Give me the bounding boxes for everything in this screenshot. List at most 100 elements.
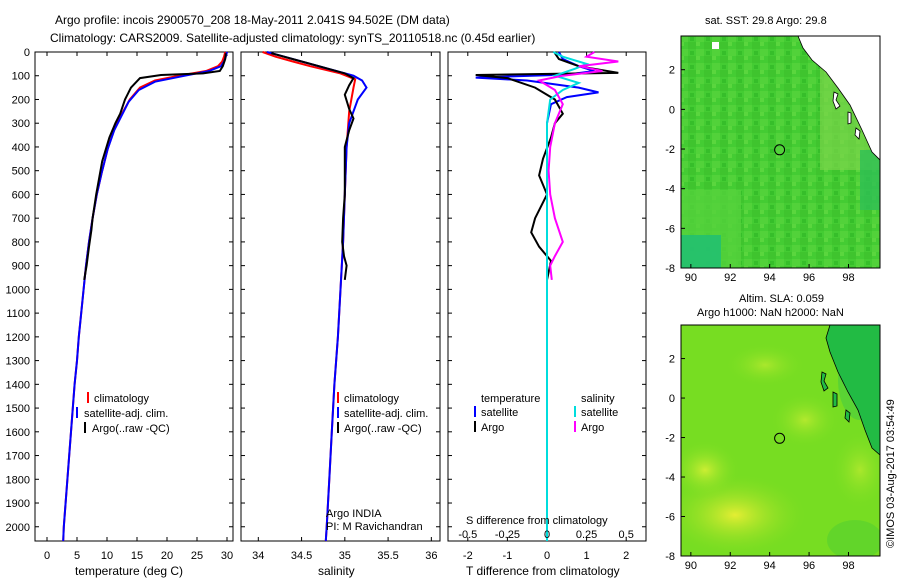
sst-map-title: sat. SST: 29.8 Argo: 29.8: [705, 15, 827, 27]
legend-label-sal-argo: Argo: [581, 422, 604, 434]
depth-tick-label: 400: [12, 142, 30, 154]
map-x-tick-label: 96: [803, 560, 815, 572]
x-tick-label: 1: [584, 550, 590, 562]
sst-map-ticks: 90 92 94 96 98 2 0 -2 -4 -6 -8: [665, 65, 854, 284]
argo-pi-label: PI: M Ravichandran: [326, 521, 423, 533]
x-tick-label: 36: [425, 550, 437, 562]
top-tick-label: 0.5: [619, 529, 634, 541]
map-y-tick-label: -4: [665, 184, 675, 196]
map-y-tick-label: 2: [669, 354, 675, 366]
series-line-satellite-adj-clim-: [62, 51, 228, 542]
depth-tick-label: 0: [24, 47, 30, 59]
depth-tick-label: 1400: [6, 379, 30, 391]
map-y-tick-label: -8: [665, 551, 675, 563]
top-tick-label: -0.5: [458, 529, 477, 541]
top-tick-label: 0: [544, 529, 550, 541]
legend-label-sal-satellite: satellite: [581, 407, 618, 419]
depth-tick-label: 800: [12, 237, 30, 249]
map-y-tick-label: 2: [669, 65, 675, 77]
map-x-tick-label: 90: [685, 272, 697, 284]
depth-tick-label: 100: [12, 71, 30, 83]
sst-argo-location-marker: [774, 144, 786, 156]
depth-tick-label: 600: [12, 189, 30, 201]
map-x-tick-label: 92: [724, 560, 736, 572]
difference-top-xlabel: S difference from climatology: [466, 515, 608, 527]
salinity-panel: 34 34.5 35 35.5 36 salinity climatology sate…: [240, 51, 441, 578]
map-x-tick-label: 90: [685, 560, 697, 572]
depth-tick-label: 300: [12, 118, 30, 130]
legend-title-salinity: salinity: [581, 393, 615, 405]
x-tick-label: 35: [339, 550, 351, 562]
depth-tick-label: 900: [12, 261, 30, 273]
temperature-xlabel: temperature (deg C): [75, 564, 183, 578]
difference-legend-temperature: temperature satellite Argo: [474, 393, 540, 434]
sla-map-title: Altim. SLA: 0.059: [739, 293, 824, 305]
x-tick-label: 34: [252, 550, 264, 562]
salinity-ticks: 34 34.5 35 35.5 36: [241, 51, 440, 562]
difference-panel: -2 -1 0 1 2 S difference from climatology -0…: [447, 51, 647, 578]
map-y-tick-label: 0: [669, 393, 675, 405]
legend-label-temp-satellite: satellite: [481, 407, 518, 419]
legend-label-temp-argo: Argo: [481, 422, 504, 434]
header-line-2: Climatology: CARS2009. Satellite-adjuste…: [50, 31, 535, 45]
depth-tick-label: 1100: [6, 308, 30, 320]
depth-tick-label: 1200: [6, 332, 30, 344]
map-y-tick-label: -6: [665, 223, 675, 235]
sst-field: [681, 36, 880, 268]
depth-tick-label: 200: [12, 94, 30, 106]
depth-tick-label: 2000: [6, 522, 30, 534]
argo-program-label: Argo INDIA: [326, 508, 382, 520]
sla-map-frame: [680, 324, 881, 557]
depth-tick-label: 700: [12, 213, 30, 225]
sla-field: [681, 325, 880, 556]
depth-tick-label: 1600: [6, 427, 30, 439]
x-tick-label: 34.5: [291, 550, 312, 562]
map-x-tick-label: 94: [764, 272, 776, 284]
x-tick-label: 15: [131, 550, 143, 562]
salinity-legend: climatology satellite-adj. clim. Argo(..…: [337, 392, 428, 435]
imos-credit: ©IMOS 03-Aug-2017 03:54:49: [885, 399, 897, 548]
series-line-argo-raw-qc-: [271, 52, 355, 281]
depth-tick-label: 1800: [6, 474, 30, 486]
legend-label-satellite: satellite-adj. clim.: [84, 408, 168, 420]
x-tick-label: 20: [161, 550, 173, 562]
series-line-climatology: [262, 51, 357, 542]
x-tick-label: 5: [74, 550, 80, 562]
salinity-series: [262, 51, 368, 542]
depth-tick-label: 500: [12, 166, 30, 178]
series-line-climatology: [62, 51, 227, 542]
map-x-tick-label: 96: [803, 272, 815, 284]
top-tick-label: -0.25: [495, 529, 520, 541]
series-line-temperature-satellite: [475, 51, 599, 541]
map-x-tick-label: 94: [764, 560, 776, 572]
map-x-tick-label: 98: [842, 272, 854, 284]
temperature-panel: 0 5 10 15 20 25 30 temperature (deg C) climato…: [34, 51, 234, 578]
legend-label-climatology: climatology: [94, 393, 150, 405]
sst-map: sat. SST: 29.8 Argo: 29.8 90 92 94 96 98 2 0 -2…: [665, 15, 881, 284]
sla-map: Altim. SLA: 0.059 Argo h1000: NaN h2000:…: [665, 293, 881, 572]
x-tick-label: 0: [544, 550, 550, 562]
x-tick-label: 10: [101, 550, 113, 562]
series-line-salinity-argo: [536, 51, 619, 281]
map-y-tick-label: -4: [665, 472, 675, 484]
temperature-series: [62, 51, 228, 542]
x-tick-label: 0: [44, 550, 50, 562]
x-tick-label: -1: [503, 550, 513, 562]
legend-label-climatology: climatology: [344, 393, 400, 405]
legend-title-temperature: temperature: [481, 393, 540, 405]
sla-coast: [825, 325, 880, 456]
x-tick-label: 35.5: [377, 550, 398, 562]
map-y-tick-label: -2: [665, 433, 675, 445]
map-y-tick-label: -2: [665, 144, 675, 156]
series-line-argo-raw-qc-: [83, 53, 227, 281]
sla-map-ticks: 90 92 94 96 98 2 0 -2 -4 -6 -8: [665, 354, 854, 572]
difference-top-ticks: -0.5 -0.25 0 0.25 0.5: [458, 529, 634, 541]
map-y-tick-label: 0: [669, 104, 675, 116]
depth-tick-label: 1300: [6, 356, 30, 368]
legend-label-argo: Argo(..raw -QC): [92, 423, 170, 435]
x-tick-label: -2: [463, 550, 473, 562]
map-x-tick-label: 92: [724, 272, 736, 284]
sst-map-frame: [680, 35, 881, 269]
header-line-1: Argo profile: incois 2900570_208 18-May-…: [55, 13, 450, 27]
temperature-legend: climatology satellite-adj. clim. Argo(..…: [76, 392, 170, 435]
